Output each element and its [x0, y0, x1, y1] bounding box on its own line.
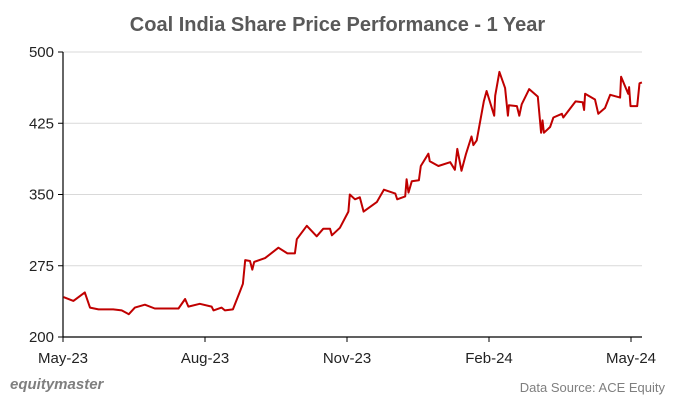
x-tick-label: Nov-23	[323, 350, 371, 367]
x-tick-label: Aug-23	[181, 350, 229, 367]
x-tick-label: May-24	[606, 350, 656, 367]
equitymaster-logo: equitymaster	[10, 376, 104, 393]
y-tick-label: 425	[29, 115, 54, 132]
y-tick-label: 200	[29, 329, 54, 346]
x-tick-label: Feb-24	[465, 350, 513, 367]
price-series-line	[63, 70, 643, 316]
x-axis-ticks: May-23 Aug-23 Nov-23 Feb-24 May-24	[38, 337, 656, 367]
chart-title: Coal India Share Price Performance - 1 Y…	[129, 14, 546, 36]
x-tick-label: May-23	[38, 350, 88, 367]
gridlines	[63, 51, 642, 267]
y-tick-label: 500	[29, 44, 54, 61]
data-source-note: Data Source: ACE Equity	[519, 380, 665, 395]
y-tick-label: 350	[29, 187, 54, 204]
y-axis-ticks: 200 275 350 425 500	[29, 44, 63, 346]
y-tick-label: 275	[29, 258, 54, 275]
